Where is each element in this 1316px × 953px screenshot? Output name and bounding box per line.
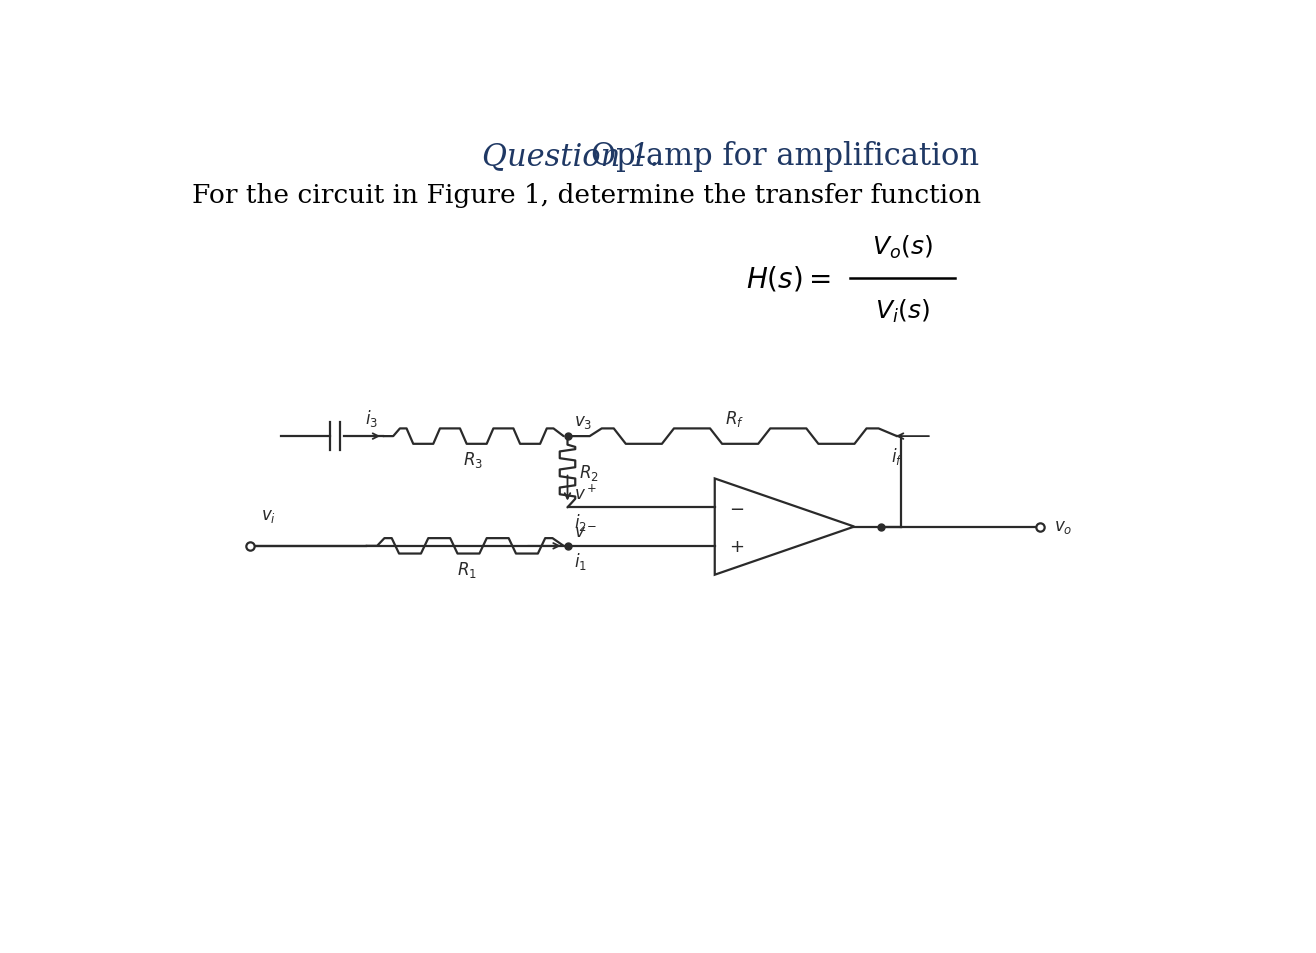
- Text: $R_3$: $R_3$: [463, 450, 483, 470]
- Text: $-$: $-$: [729, 498, 744, 517]
- Text: $v_i$: $v_i$: [262, 508, 276, 525]
- Text: For the circuit in Figure 1, determine the transfer function: For the circuit in Figure 1, determine t…: [192, 183, 980, 208]
- Text: $v_o$: $v_o$: [1054, 518, 1073, 536]
- Text: $i_f$: $i_f$: [891, 446, 904, 467]
- Text: $R_2$: $R_2$: [579, 462, 599, 482]
- Text: $v^+$: $v^+$: [574, 484, 597, 503]
- Text: $R_1$: $R_1$: [457, 559, 476, 579]
- Text: $i_1$: $i_1$: [574, 550, 587, 571]
- Text: $V_i(s)$: $V_i(s)$: [875, 297, 930, 325]
- Text: $v^-$: $v^-$: [574, 525, 597, 541]
- Text: $+$: $+$: [729, 537, 744, 556]
- Text: $V_o(s)$: $V_o(s)$: [873, 233, 933, 260]
- Text: $v_3$: $v_3$: [574, 414, 592, 431]
- Text: $H(s) =$: $H(s) =$: [746, 265, 830, 294]
- Text: Question 1.: Question 1.: [482, 140, 659, 172]
- Text: $i_2$: $i_2$: [574, 512, 587, 533]
- Text: Op-amp for amplification: Op-amp for amplification: [591, 140, 979, 172]
- Text: $R_f$: $R_f$: [725, 409, 744, 429]
- Text: $i_3$: $i_3$: [365, 408, 378, 429]
